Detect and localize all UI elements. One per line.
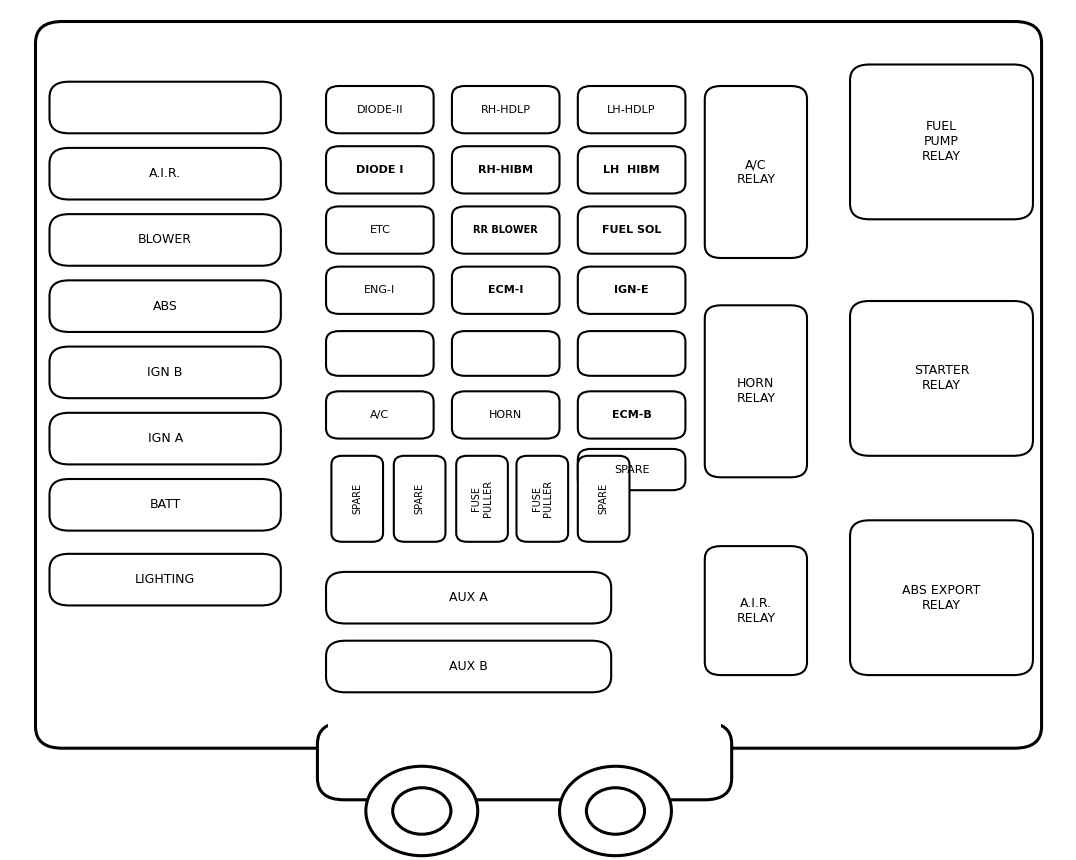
FancyBboxPatch shape: [49, 148, 281, 200]
FancyBboxPatch shape: [452, 391, 560, 439]
Text: LH-HDLP: LH-HDLP: [607, 105, 656, 114]
FancyBboxPatch shape: [452, 267, 560, 314]
FancyBboxPatch shape: [578, 267, 685, 314]
FancyBboxPatch shape: [578, 391, 685, 439]
FancyBboxPatch shape: [850, 301, 1033, 456]
Text: ABS EXPORT
RELAY: ABS EXPORT RELAY: [903, 584, 980, 611]
Text: DIODE-II: DIODE-II: [356, 105, 404, 114]
Text: RR BLOWER: RR BLOWER: [473, 225, 538, 235]
FancyBboxPatch shape: [49, 479, 281, 531]
FancyBboxPatch shape: [578, 331, 685, 376]
FancyBboxPatch shape: [49, 554, 281, 605]
Text: A.I.R.: A.I.R.: [150, 167, 181, 181]
Text: A.I.R.
RELAY: A.I.R. RELAY: [736, 597, 776, 624]
Text: ECM-B: ECM-B: [612, 410, 651, 420]
FancyBboxPatch shape: [331, 456, 383, 542]
Text: LH  HIBM: LH HIBM: [604, 165, 660, 175]
Text: IGN B: IGN B: [147, 366, 183, 379]
Text: SPARE: SPARE: [598, 483, 609, 514]
FancyBboxPatch shape: [705, 546, 807, 675]
Text: IGN-E: IGN-E: [614, 286, 649, 295]
Text: AUX B: AUX B: [449, 660, 489, 673]
Text: BATT: BATT: [150, 498, 181, 512]
FancyBboxPatch shape: [328, 718, 721, 752]
FancyBboxPatch shape: [578, 146, 685, 194]
FancyBboxPatch shape: [326, 206, 434, 254]
FancyBboxPatch shape: [49, 82, 281, 133]
FancyBboxPatch shape: [452, 86, 560, 133]
FancyBboxPatch shape: [326, 267, 434, 314]
FancyBboxPatch shape: [578, 449, 685, 490]
Text: FUEL
PUMP
RELAY: FUEL PUMP RELAY: [922, 120, 961, 163]
Text: SPARE: SPARE: [352, 483, 363, 514]
Circle shape: [586, 788, 645, 834]
Text: A/C
RELAY: A/C RELAY: [736, 158, 776, 186]
FancyBboxPatch shape: [850, 520, 1033, 675]
FancyBboxPatch shape: [452, 331, 560, 376]
Text: FUSE
PULLER: FUSE PULLER: [471, 480, 493, 518]
FancyBboxPatch shape: [578, 206, 685, 254]
FancyBboxPatch shape: [326, 86, 434, 133]
FancyBboxPatch shape: [49, 280, 281, 332]
Text: RH-HIBM: RH-HIBM: [478, 165, 534, 175]
FancyBboxPatch shape: [705, 305, 807, 477]
Text: DIODE I: DIODE I: [356, 165, 404, 175]
FancyBboxPatch shape: [317, 722, 732, 800]
Text: BLOWER: BLOWER: [138, 233, 193, 247]
FancyBboxPatch shape: [394, 456, 445, 542]
FancyBboxPatch shape: [452, 146, 560, 194]
FancyBboxPatch shape: [705, 86, 807, 258]
FancyBboxPatch shape: [49, 214, 281, 266]
Text: HORN: HORN: [490, 410, 522, 420]
Circle shape: [366, 766, 478, 856]
FancyBboxPatch shape: [578, 86, 685, 133]
Circle shape: [393, 788, 451, 834]
Text: AUX A: AUX A: [449, 591, 489, 605]
Text: ETC: ETC: [369, 225, 391, 235]
Text: IGN A: IGN A: [147, 432, 183, 445]
FancyBboxPatch shape: [578, 456, 629, 542]
FancyBboxPatch shape: [49, 347, 281, 398]
Circle shape: [560, 766, 671, 856]
Text: SPARE: SPARE: [414, 483, 425, 514]
Text: SPARE: SPARE: [614, 464, 649, 475]
Text: FUEL SOL: FUEL SOL: [601, 225, 662, 235]
FancyBboxPatch shape: [516, 456, 568, 542]
Text: ENG-I: ENG-I: [364, 286, 396, 295]
Text: ABS: ABS: [153, 299, 178, 313]
Text: ECM-I: ECM-I: [489, 286, 523, 295]
FancyBboxPatch shape: [326, 331, 434, 376]
Text: RH-HDLP: RH-HDLP: [481, 105, 530, 114]
FancyBboxPatch shape: [850, 64, 1033, 219]
FancyBboxPatch shape: [452, 206, 560, 254]
FancyBboxPatch shape: [326, 641, 611, 692]
FancyBboxPatch shape: [456, 456, 508, 542]
FancyBboxPatch shape: [326, 572, 611, 623]
FancyBboxPatch shape: [36, 22, 1042, 748]
Text: FUSE
PULLER: FUSE PULLER: [532, 480, 553, 518]
Text: STARTER
RELAY: STARTER RELAY: [914, 365, 969, 392]
FancyBboxPatch shape: [326, 146, 434, 194]
FancyBboxPatch shape: [49, 413, 281, 464]
Text: HORN
RELAY: HORN RELAY: [736, 378, 776, 405]
Text: A/C: A/C: [370, 410, 390, 420]
FancyBboxPatch shape: [326, 391, 434, 439]
Text: LIGHTING: LIGHTING: [136, 573, 195, 587]
